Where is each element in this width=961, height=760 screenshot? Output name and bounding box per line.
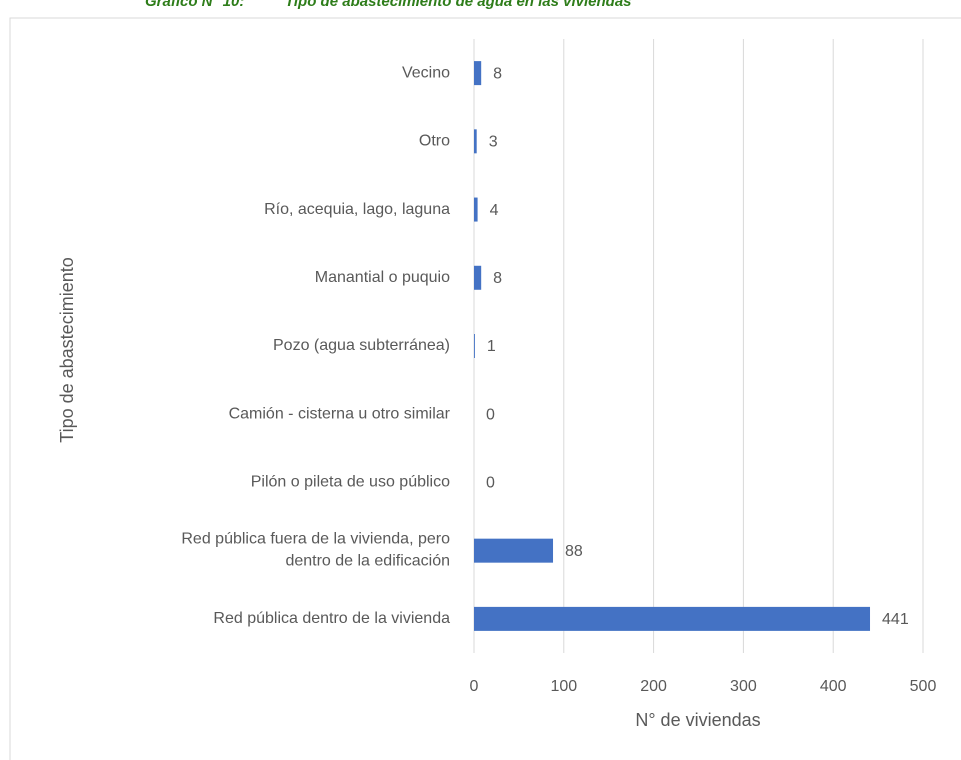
y-tick-label: Vecino <box>402 64 450 81</box>
x-tick-label: 0 <box>470 678 479 695</box>
y-tick-label: Pozo (agua subterránea) <box>273 337 450 354</box>
value-label: 8 <box>493 270 502 287</box>
value-label: 4 <box>490 202 499 219</box>
value-label: 1 <box>487 338 496 355</box>
x-axis-title: N° de viviendas <box>635 710 760 730</box>
chart-frame <box>9 17 961 760</box>
x-tick-label: 400 <box>820 678 847 695</box>
y-tick-label: Otro <box>419 133 450 150</box>
value-label: 8 <box>493 65 502 82</box>
bar <box>474 129 477 154</box>
x-tick-label: 300 <box>730 678 757 695</box>
x-tick-label: 500 <box>910 678 937 695</box>
bar <box>474 197 478 222</box>
x-tick-label: 100 <box>550 678 577 695</box>
value-label: 3 <box>489 134 498 151</box>
value-label: 0 <box>486 475 495 492</box>
bar <box>474 606 871 631</box>
y-tick-label: Pilón o pileta de uso público <box>251 474 450 491</box>
value-label: 441 <box>882 611 909 628</box>
value-label: 0 <box>486 406 495 423</box>
chart-title: Tipo de abastecimiento de agua en las vi… <box>285 0 632 10</box>
bar <box>474 334 475 358</box>
x-tick-label: 200 <box>640 678 667 695</box>
bar <box>474 61 482 86</box>
y-tick-label: Red pública fuera de la vivienda, pero de… <box>181 531 450 570</box>
figure-number: Gráfico N° 10: <box>145 0 244 10</box>
y-tick-label: Río, acequia, lago, laguna <box>264 201 450 218</box>
y-axis-title: Tipo de abastecimiento <box>57 257 77 442</box>
y-tick-label: Camión - cisterna u otro similar <box>229 405 451 422</box>
bar <box>474 265 482 290</box>
y-tick-label: Manantial o puquio <box>315 269 450 286</box>
value-label: 88 <box>565 543 583 560</box>
bar <box>474 538 554 563</box>
y-tick-label: Red pública dentro de la vivienda <box>213 610 450 627</box>
